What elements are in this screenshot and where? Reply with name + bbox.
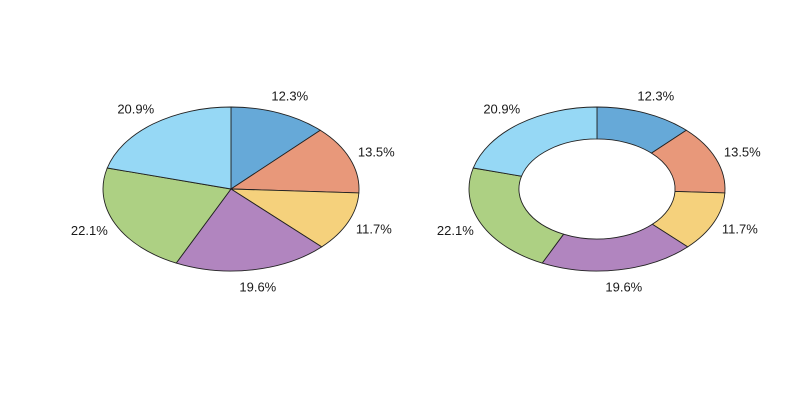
pie-slice-0: [230, 106, 322, 190]
donut-chart: 12.3% 13.5% 11.7% 19.6% 22.1% 20.9%: [437, 88, 761, 294]
donut-slice-label-4: 22.1%: [437, 223, 474, 238]
pie-slice-label-0: 12.3%: [271, 88, 308, 103]
donut-slice-label-3: 19.6%: [605, 280, 642, 295]
pie-slice-label-5: 20.9%: [117, 102, 154, 117]
pie-slice-label-2: 11.7%: [356, 221, 392, 236]
pie-slice-2: [229, 188, 360, 248]
donut-slice-label-2: 11.7%: [722, 221, 758, 236]
pie-slice-5: [106, 106, 232, 190]
donut-slice-label-1: 13.5%: [724, 144, 761, 159]
donut-slice-label-5: 20.9%: [483, 102, 520, 117]
donut-slice-label-0: 12.3%: [637, 88, 674, 103]
pie-slice-label-3: 19.6%: [239, 280, 276, 295]
pie-slice-4: [102, 167, 232, 264]
pie-chart: 12.3% 13.5% 11.7% 19.6% 22.1% 20.9%: [71, 88, 395, 294]
pie-slice-label-4: 22.1%: [71, 223, 108, 238]
donut-slice-4: [468, 167, 565, 264]
pie-slice-label-1: 13.5%: [358, 144, 395, 159]
pie-slice-1: [229, 129, 360, 194]
donut-slice-5: [472, 106, 598, 177]
pie-slice-3: [175, 188, 323, 272]
